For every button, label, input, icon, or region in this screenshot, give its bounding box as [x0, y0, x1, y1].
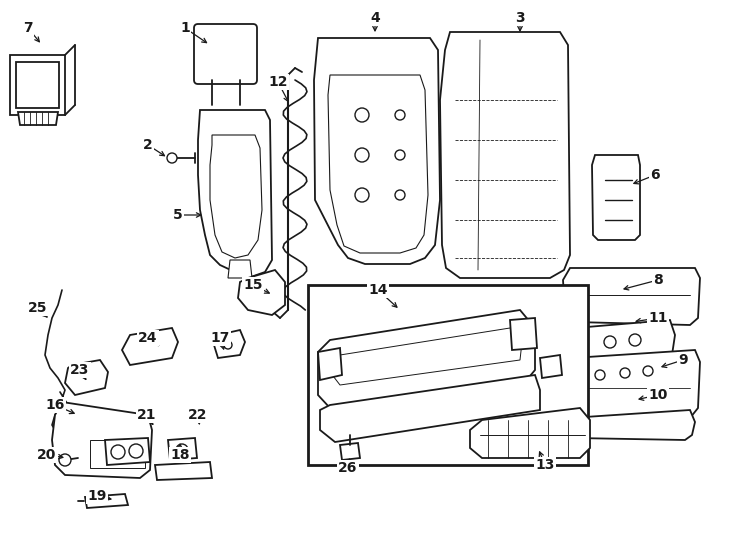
Polygon shape [210, 135, 262, 258]
Text: 20: 20 [37, 448, 57, 462]
Polygon shape [320, 375, 540, 442]
Polygon shape [563, 350, 700, 418]
Polygon shape [568, 320, 675, 360]
Text: 3: 3 [515, 11, 525, 25]
Polygon shape [105, 438, 150, 465]
Text: 25: 25 [28, 301, 48, 315]
Polygon shape [168, 438, 197, 460]
Text: 21: 21 [137, 408, 157, 422]
Circle shape [620, 368, 630, 378]
Polygon shape [85, 494, 128, 508]
Polygon shape [470, 408, 590, 458]
Text: 6: 6 [650, 168, 660, 182]
Text: 1: 1 [180, 21, 190, 35]
Text: 8: 8 [653, 273, 663, 287]
Circle shape [111, 445, 125, 459]
Polygon shape [330, 328, 522, 385]
Circle shape [129, 444, 143, 458]
Polygon shape [318, 310, 535, 408]
Polygon shape [16, 62, 59, 108]
Text: 17: 17 [211, 331, 230, 345]
Polygon shape [122, 328, 178, 365]
Polygon shape [52, 402, 152, 478]
Polygon shape [440, 32, 570, 278]
Bar [308, 285, 588, 465]
Text: 5: 5 [173, 208, 183, 222]
Text: 13: 13 [535, 458, 555, 472]
Polygon shape [340, 443, 360, 460]
Text: 23: 23 [70, 363, 90, 377]
Polygon shape [592, 155, 640, 240]
Text: 2: 2 [143, 138, 153, 152]
Polygon shape [314, 38, 440, 264]
Polygon shape [155, 462, 212, 480]
Polygon shape [198, 110, 272, 278]
FancyBboxPatch shape [194, 24, 257, 84]
Text: 7: 7 [23, 21, 33, 35]
Polygon shape [540, 355, 562, 378]
Polygon shape [510, 318, 537, 350]
Circle shape [643, 366, 653, 376]
Circle shape [355, 148, 369, 162]
Text: 15: 15 [243, 278, 263, 292]
Polygon shape [318, 348, 342, 380]
Polygon shape [18, 112, 58, 125]
Polygon shape [567, 410, 695, 440]
Polygon shape [65, 360, 108, 395]
Text: 19: 19 [87, 489, 106, 503]
Polygon shape [90, 440, 145, 468]
Polygon shape [563, 268, 700, 325]
Circle shape [395, 150, 405, 160]
Text: 11: 11 [648, 311, 668, 325]
Text: 16: 16 [46, 398, 65, 412]
Circle shape [224, 341, 232, 349]
Text: 18: 18 [170, 448, 190, 462]
Circle shape [395, 110, 405, 120]
Circle shape [59, 454, 71, 466]
Polygon shape [214, 330, 245, 358]
Circle shape [176, 444, 188, 456]
Text: 24: 24 [138, 331, 158, 345]
Text: 9: 9 [678, 353, 688, 367]
Polygon shape [328, 75, 428, 253]
Circle shape [629, 334, 641, 346]
Polygon shape [238, 270, 285, 315]
Text: 22: 22 [188, 408, 208, 422]
Text: 26: 26 [338, 461, 357, 475]
Polygon shape [55, 433, 83, 450]
Circle shape [355, 188, 369, 202]
Circle shape [395, 190, 405, 200]
Circle shape [355, 108, 369, 122]
Circle shape [604, 336, 616, 348]
Text: 12: 12 [268, 75, 288, 89]
Text: 4: 4 [370, 11, 380, 25]
Polygon shape [10, 55, 65, 115]
Circle shape [167, 153, 177, 163]
Text: 14: 14 [368, 283, 388, 297]
Text: 10: 10 [648, 388, 668, 402]
Polygon shape [228, 260, 252, 278]
Circle shape [595, 370, 605, 380]
